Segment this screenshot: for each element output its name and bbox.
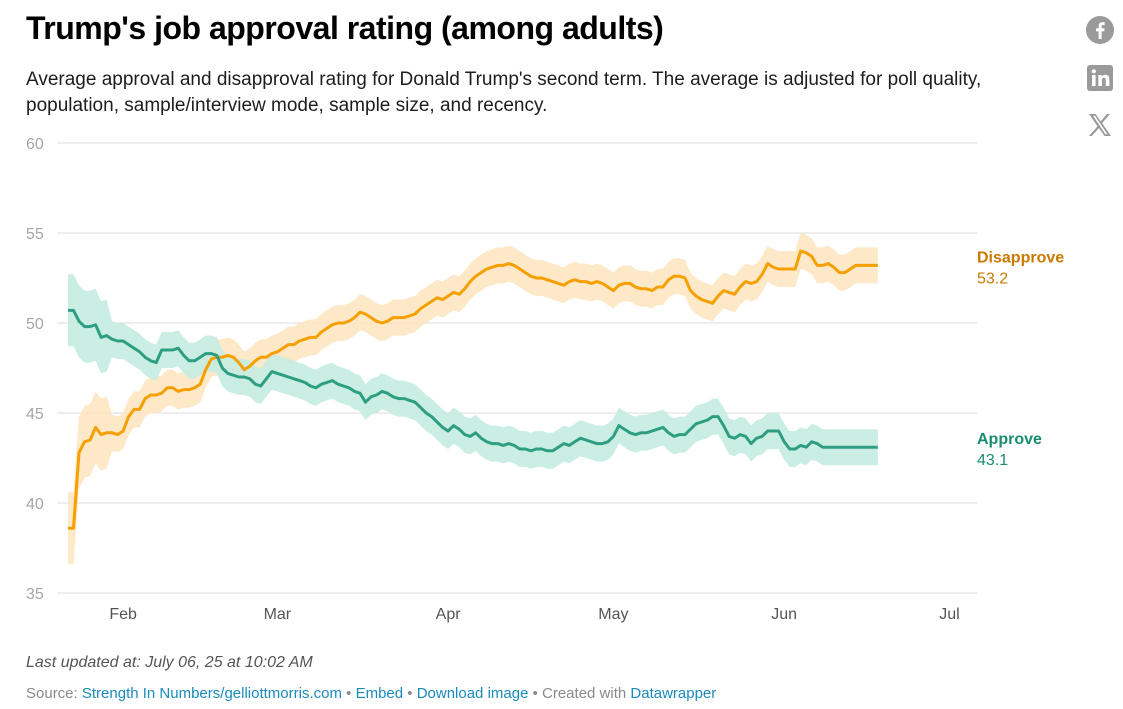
chart-subtitle: Average approval and disapproval rating … <box>26 69 982 116</box>
disapprove-line <box>68 249 878 530</box>
linkedin-icon[interactable] <box>1085 63 1115 93</box>
y-tick-label: 35 <box>26 586 44 603</box>
y-tick-label: 55 <box>26 226 44 243</box>
separator: • <box>403 685 417 702</box>
datawrapper-link[interactable]: Datawrapper <box>630 685 717 702</box>
y-tick-label: 45 <box>26 406 44 423</box>
source-label: Source: <box>26 685 82 702</box>
x-tick-label: Jun <box>771 606 797 623</box>
x-tick-label: Jul <box>939 606 959 623</box>
approve-end-value: 43.1 <box>977 452 1008 469</box>
disapprove-end-value: 53.2 <box>977 270 1008 287</box>
footer: Source: Strength In Numbers/gelliottmorr… <box>26 685 716 702</box>
facebook-icon[interactable] <box>1085 15 1115 45</box>
separator: • <box>341 685 356 702</box>
y-tick-label: 40 <box>26 496 44 513</box>
approve-band <box>68 274 878 469</box>
y-tick-label: 50 <box>26 316 44 333</box>
disapprove-end-label: Disapprove <box>977 249 1064 266</box>
x-tick-label: May <box>598 606 628 623</box>
y-tick-label: 60 <box>26 136 44 153</box>
last-updated: Last updated at: July 06, 25 at 10:02 AM <box>26 654 313 671</box>
x-tick-label: Mar <box>264 606 292 623</box>
series-lines <box>68 249 878 530</box>
chart-title: Trump's job approval rating (among adult… <box>26 10 664 46</box>
x-axis: Feb Mar Apr May Jun Jul <box>109 606 959 623</box>
download-image-link[interactable]: Download image <box>416 685 529 702</box>
approve-end-label: Approve <box>977 431 1042 448</box>
created-with-label: • Created with <box>528 685 631 702</box>
x-icon[interactable] <box>1085 110 1115 140</box>
approve-line <box>68 308 878 453</box>
end-labels: Disapprove 53.2 Approve 43.1 <box>977 249 1064 469</box>
embed-link[interactable]: Embed <box>355 685 404 702</box>
y-grid: 35 40 45 50 55 60 <box>26 136 977 603</box>
x-tick-label: Feb <box>109 606 137 623</box>
x-tick-label: Apr <box>436 606 462 623</box>
source-link[interactable]: Strength In Numbers/gelliottmorris.com <box>81 685 342 702</box>
